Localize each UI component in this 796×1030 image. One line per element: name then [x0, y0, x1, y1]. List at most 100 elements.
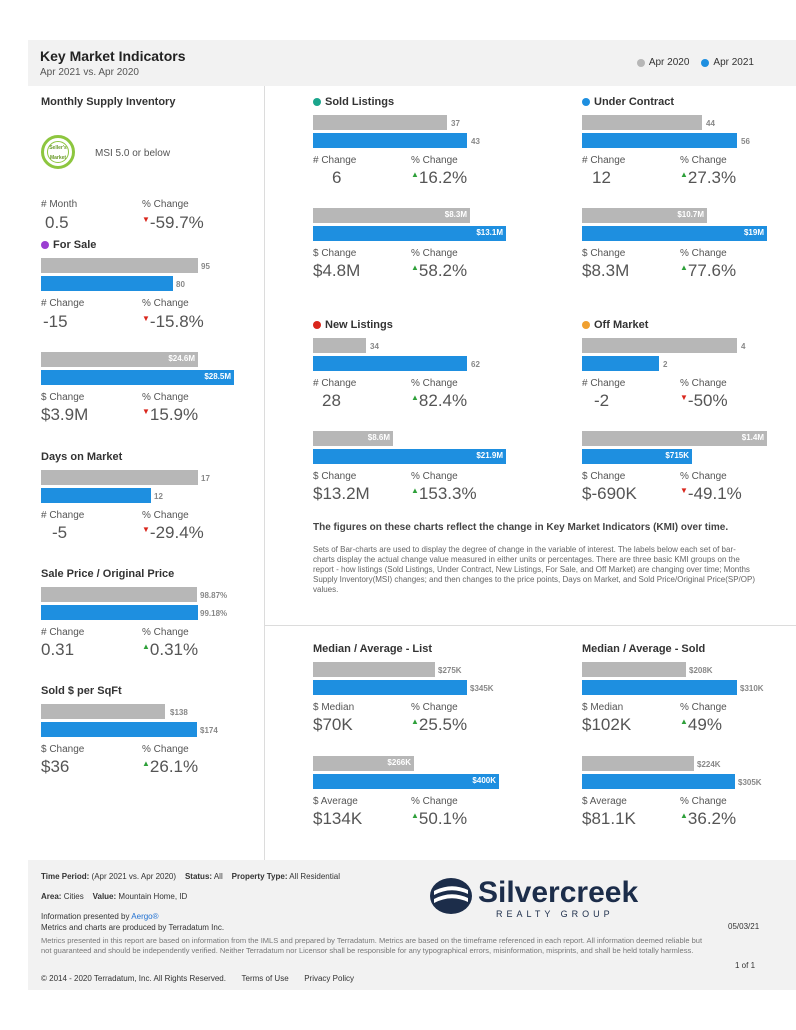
stat-label: % Change — [680, 378, 727, 389]
notes-headline: The figures on these charts reflect the … — [313, 522, 729, 533]
stat-label: % Change — [411, 702, 458, 713]
bar-2021 — [582, 356, 659, 371]
bar-2020 — [582, 756, 694, 771]
stat-label: $ Change — [582, 471, 626, 482]
bar-label: 99.18% — [200, 609, 228, 618]
stat-value: $8.3M — [582, 261, 630, 280]
bar-2021 — [582, 680, 737, 695]
stat-label: $ Average — [313, 796, 358, 807]
aergo-link[interactable]: Aergo® — [131, 912, 159, 921]
logo-subtext: REALTY GROUP — [496, 909, 614, 919]
bar-label: $21.9M — [476, 451, 503, 460]
section-title: Off Market — [594, 319, 649, 331]
stat-label: % Change — [680, 796, 727, 807]
stat-value: 12 — [592, 168, 611, 187]
stat-value-up: 0.31% — [142, 640, 198, 660]
bar-label: 37 — [451, 119, 460, 128]
stat-value-up: 49% — [680, 715, 722, 735]
bar-2021: $400K — [313, 774, 499, 789]
section-title: Sold Listings — [325, 96, 395, 108]
stat-value: $4.8M — [313, 261, 361, 280]
bar-label: 12 — [154, 492, 163, 501]
bar-label: 62 — [471, 360, 480, 369]
bar-2020 — [313, 338, 366, 353]
bar-label: $345K — [470, 684, 494, 693]
stat-label: % Change — [411, 248, 458, 259]
stat-value: 0.31 — [41, 640, 75, 659]
bar-label: $224K — [697, 760, 721, 769]
bar-2020 — [582, 338, 737, 353]
logo-text: Silvercreek — [478, 876, 639, 909]
privacy-link[interactable]: Privacy Policy — [304, 974, 354, 983]
footer-area: Area: Cities Value: Mountain Home, ID — [41, 892, 187, 901]
section-title: Median / Average - Sold — [582, 643, 706, 655]
copyright: © 2014 - 2020 Terradatum, Inc. All Right… — [41, 974, 226, 983]
stat-value: $13.2M — [313, 484, 370, 503]
legend-label: Apr 2021 — [713, 57, 754, 68]
filter-label: Property Type: — [231, 872, 288, 881]
for-sale-title: For Sale — [41, 239, 96, 251]
notes-body: Sets of Bar-charts are used to display t… — [313, 545, 755, 594]
stat-label: $ Change — [313, 248, 357, 259]
section-title: Monthly Supply Inventory — [41, 96, 176, 108]
report-subtitle: Apr 2021 vs. Apr 2020 — [40, 67, 139, 78]
stat-value-down: -50% — [680, 391, 728, 411]
sold-dot-icon — [313, 98, 321, 106]
msi-title: Monthly Supply Inventory — [41, 96, 175, 108]
section-title: Under Contract — [594, 96, 675, 108]
disclaimer: Metrics presented in this report are bas… — [41, 936, 703, 955]
bar-label: $13.1M — [476, 228, 503, 237]
stat-value-down: -15.8% — [142, 312, 204, 332]
bar-2020 — [41, 704, 165, 719]
bar-label: 56 — [741, 137, 750, 146]
new-listings-title: New Listings — [313, 319, 393, 331]
bar-2021: $13.1M — [313, 226, 506, 241]
bar-2020 — [582, 115, 702, 130]
stat-label: % Change — [411, 471, 458, 482]
stat-value-up: 153.3% — [411, 484, 477, 504]
produced-by: Metrics and charts are produced by Terra… — [41, 923, 225, 932]
bar-2020: $24.6M — [41, 352, 198, 367]
section-title: Sale Price / Original Price — [41, 568, 175, 580]
sellers-market-badge-icon: Seller's Market — [41, 135, 75, 169]
stat-value-up: 58.2% — [411, 261, 467, 281]
presented-by: Information presented by Aergo® — [41, 912, 159, 921]
msi-caption: MSI 5.0 or below — [95, 148, 171, 159]
bar-label: $8.3M — [444, 210, 467, 219]
stat-value: -2 — [594, 391, 610, 410]
bar-label: $400K — [472, 776, 496, 785]
bar-2021 — [41, 605, 198, 620]
stat-label: % Change — [680, 471, 727, 482]
stat-value: $3.9M — [41, 405, 89, 424]
stat-label: # Month — [41, 199, 78, 210]
stat-label: % Change — [680, 702, 727, 713]
stat-label: % Change — [680, 155, 727, 166]
bar-label: $275K — [438, 666, 462, 675]
bar-2020: $1.4M — [582, 431, 767, 446]
bar-2021 — [41, 488, 151, 503]
bar-2021 — [313, 680, 467, 695]
stat-label: % Change — [142, 627, 189, 638]
stat-label: $ Change — [41, 744, 85, 755]
stat-label: % Change — [142, 298, 189, 309]
stat-value: -15 — [43, 312, 68, 331]
stat-label: # Change — [41, 298, 85, 309]
report-header: Key Market Indicators Apr 2021 vs. Apr 2… — [28, 40, 796, 86]
stat-value-down: -59.7% — [142, 213, 204, 233]
stat-value: 0.5 — [45, 213, 69, 232]
terms-link[interactable]: Terms of Use — [241, 974, 289, 983]
section-title: For Sale — [53, 239, 97, 251]
bar-label: $715K — [665, 451, 689, 460]
stat-label: $ Average — [582, 796, 627, 807]
filter-label: Status: — [184, 872, 213, 881]
presented-prefix: Information presented by — [41, 912, 130, 921]
bar-2020 — [313, 662, 435, 677]
section-title: New Listings — [325, 319, 393, 331]
filter-label: Time Period: — [41, 872, 90, 881]
filter-value: Cities — [63, 892, 84, 901]
bar-2021 — [41, 722, 197, 737]
stat-label: % Change — [411, 378, 458, 389]
stat-value: $70K — [313, 715, 353, 734]
bar-label: $28.5M — [204, 372, 231, 381]
bar-label: 2 — [663, 360, 668, 369]
